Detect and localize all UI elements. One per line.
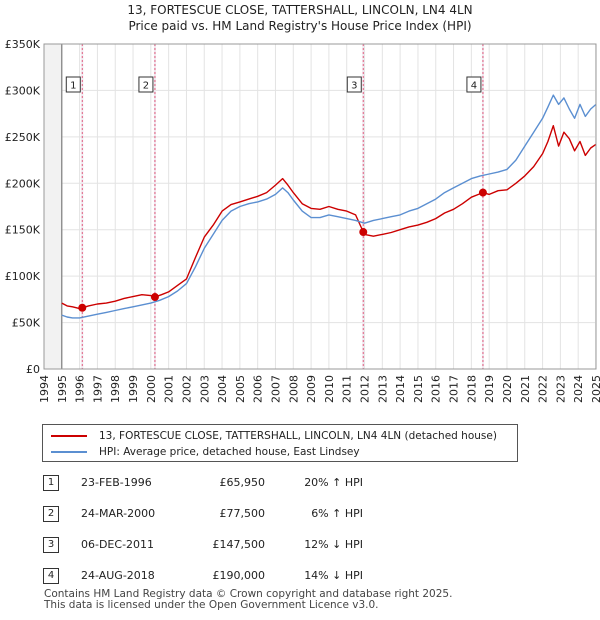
x-tick-label: 2011 (341, 375, 354, 403)
hpi-line (61, 94, 597, 319)
x-tick-label: 2021 (519, 375, 532, 403)
legend-swatch-hpi (51, 451, 87, 453)
sale-number-badge: 1 (43, 475, 59, 491)
sale-marker (359, 228, 368, 237)
x-tick-label: 2015 (412, 375, 425, 403)
x-tick-label: 1995 (56, 375, 69, 403)
sale-label-box (466, 76, 482, 93)
x-tick-label: 2012 (359, 375, 372, 403)
x-tick-label: 2004 (216, 375, 229, 403)
x-tick-label: 2023 (554, 375, 567, 403)
sale-hpi-diff: 12% ↓ HPI (304, 538, 363, 551)
x-tick-label: 2024 (572, 375, 585, 403)
x-tick-label: 1998 (109, 375, 122, 403)
sale-label-number: 4 (471, 81, 477, 92)
sale-marker (150, 293, 159, 302)
footer-line-2: This data is licensed under the Open Gov… (44, 599, 379, 611)
sale-row: 1 23-FEB-1996 £65,950 20% ↑ HPI (43, 475, 443, 491)
x-tick-label: 2020 (501, 375, 514, 403)
x-tick-label: 2007 (269, 375, 282, 403)
x-tick-label: 2008 (287, 375, 300, 403)
sale-label-number: 2 (143, 81, 149, 92)
y-tick-label: £100K (5, 270, 41, 283)
sale-hpi-diff: 20% ↑ HPI (304, 476, 363, 489)
sale-marker (478, 188, 487, 197)
x-tick-label: 1996 (74, 375, 87, 403)
x-tick-label: 2010 (323, 375, 336, 403)
x-tick-label: 2022 (537, 375, 550, 403)
legend-item-property: 13, FORTESCUE CLOSE, TATTERSHALL, LINCOL… (51, 428, 497, 444)
x-tick-label: 2002 (180, 375, 193, 403)
property-price-line (61, 124, 597, 310)
sale-hpi-diff: 6% ↑ HPI (311, 507, 363, 520)
y-tick-label: £0 (26, 363, 40, 376)
sale-shade (153, 44, 156, 369)
x-tick-label: 2000 (145, 375, 158, 403)
x-tick-label: 2016 (430, 375, 443, 403)
sale-shading-layer (81, 44, 484, 369)
sale-row: 3 06-DEC-2011 £147,500 12% ↓ HPI (43, 537, 443, 553)
sale-row: 2 24-MAR-2000 £77,500 6% ↑ HPI (43, 506, 443, 522)
x-tick-label: 2006 (252, 375, 265, 403)
legend-swatch-property (51, 435, 87, 437)
x-tick-label: 2001 (163, 375, 176, 403)
chart-title-line-1: 13, FORTESCUE CLOSE, TATTERSHALL, LINCOL… (127, 3, 473, 17)
sale-number-badge: 4 (43, 568, 59, 584)
x-tick-label: 1994 (38, 375, 51, 403)
footer-line-1: Contains HM Land Registry data © Crown c… (44, 588, 453, 600)
sale-marker (78, 303, 87, 312)
legend-label-property: 13, FORTESCUE CLOSE, TATTERSHALL, LINCOL… (99, 430, 497, 442)
sale-label-box (138, 76, 154, 93)
sale-shade (481, 44, 484, 369)
plot-border (43, 43, 597, 370)
sale-label-box (346, 76, 362, 93)
sale-number-badge: 3 (43, 537, 59, 553)
sale-shade (81, 44, 84, 369)
grid-layer (43, 43, 597, 370)
x-tick-label: 2003 (198, 375, 211, 403)
sale-marker-layer: 1 2 3 4 (65, 76, 487, 312)
footer-attribution: Contains HM Land Registry data © Crown c… (44, 589, 452, 611)
y-tick-label: £200K (5, 177, 41, 190)
sale-date: 24-AUG-2018 (81, 569, 155, 582)
sale-label-number: 1 (70, 81, 76, 92)
sale-price: £147,500 (212, 538, 266, 551)
sale-date: 24-MAR-2000 (81, 507, 156, 520)
chart-title-line-2: Price paid vs. HM Land Registry's House … (128, 19, 472, 33)
x-tick-label: 1999 (127, 375, 140, 403)
x-tick-label: 2018 (465, 375, 478, 403)
legend: 13, FORTESCUE CLOSE, TATTERSHALL, LINCOL… (42, 424, 518, 462)
x-tick-label: 2025 (590, 375, 600, 403)
sale-date: 06-DEC-2011 (81, 538, 155, 551)
sale-hpi-diff: 14% ↓ HPI (304, 569, 363, 582)
y-tick-label: £300K (5, 84, 41, 97)
y-tick-label: £150K (5, 224, 41, 237)
series-layer (61, 94, 597, 319)
sale-label-box (65, 76, 81, 93)
y-tick-label: £50K (12, 317, 41, 330)
x-tick-label: 2014 (394, 375, 407, 403)
plot-area (44, 44, 596, 369)
y-tick-label: £250K (5, 131, 41, 144)
axis-layer: £0 £50K £100K £150K £200K £250K £300K £350K 1994… (5, 38, 600, 403)
x-tick-label: 2019 (483, 375, 496, 403)
sale-row: 4 24-AUG-2018 £190,000 14% ↓ HPI (43, 568, 443, 584)
legend-label-hpi: HPI: Average price, detached house, East… (99, 446, 360, 458)
sale-date: 23-FEB-1996 (81, 476, 152, 489)
legend-item-hpi: HPI: Average price, detached house, East… (51, 444, 360, 460)
sale-price: £65,950 (219, 476, 266, 489)
sale-label-number: 3 (351, 81, 357, 92)
sale-number-badge: 2 (43, 506, 59, 522)
y-tick-label: £350K (5, 38, 41, 51)
x-tick-label: 2013 (376, 375, 389, 403)
x-tick-label: 2005 (234, 375, 247, 403)
x-tick-label: 2017 (448, 375, 461, 403)
x-tick-label: 1997 (91, 375, 104, 403)
sale-price: £190,000 (212, 569, 266, 582)
sale-shade (362, 44, 365, 369)
sale-price: £77,500 (219, 507, 266, 520)
price-chart: 1 2 3 4 £0 £50K £100K £150K £200K £250K £300K £350… (5, 38, 600, 403)
x-tick-label: 2009 (305, 375, 318, 403)
no-data-band (44, 44, 62, 369)
